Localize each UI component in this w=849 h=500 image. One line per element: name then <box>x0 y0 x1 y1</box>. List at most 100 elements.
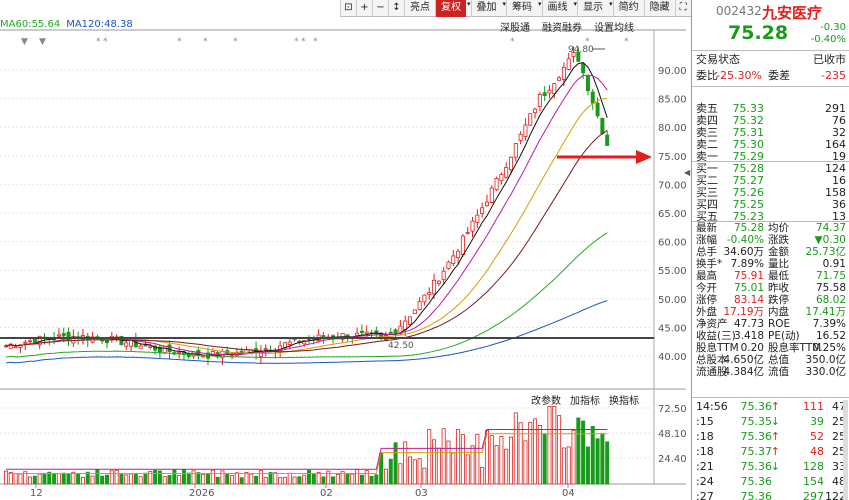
stat-row: 最高 75.91 最低 71.75 <box>692 270 849 282</box>
kline-chart-area[interactable]: 90.00 85.00 80.00 75.00 70.00 65.00 60.00 55.00… <box>0 0 691 500</box>
ask-price: 75.31 <box>732 126 765 139</box>
chart-link-1[interactable]: 融资融券 <box>542 23 582 34</box>
zoom-in-icon[interactable]: + <box>356 0 372 17</box>
bid-price: 75.27 <box>732 174 765 187</box>
tick-count: 33 <box>832 460 846 473</box>
candle-body <box>533 108 538 114</box>
dropdown-icon[interactable]: ▾ <box>609 0 613 8</box>
stat-value: 83.14 <box>733 294 764 306</box>
bid-row: 买一 75.28 124 <box>692 163 849 175</box>
kline-chart[interactable]: 90.00 85.00 80.00 75.00 70.00 65.00 60.00 55.00… <box>0 0 686 500</box>
ask-row: 卖四 75.32 76 <box>692 115 849 127</box>
stat-value: 74.37 <box>815 222 846 234</box>
volume-bar <box>18 473 23 485</box>
candle-body <box>374 330 379 335</box>
volume-bar <box>138 476 143 485</box>
volume-bar <box>350 473 355 485</box>
stock-code: 002432 <box>716 4 762 18</box>
zoom-out-icon[interactable]: − <box>372 0 388 17</box>
toolbar-button-1[interactable]: 叠加 <box>470 0 502 17</box>
price-tick-label: 70.00 <box>658 180 686 191</box>
volume-bar <box>316 472 321 485</box>
volume-link-2[interactable]: 换指标 <box>609 396 639 407</box>
volume-bar <box>566 446 571 485</box>
toolbar-button-2[interactable]: 筹码 <box>506 0 537 17</box>
volume-tick-label: 72.50 <box>658 404 686 415</box>
volume-link-0[interactable]: 改参数 <box>531 396 561 407</box>
candle-body <box>571 51 576 57</box>
dropdown-icon[interactable]: ▾ <box>467 0 471 8</box>
candle-body <box>61 333 66 336</box>
candle-body <box>600 118 605 134</box>
stat-label: 昨收 <box>768 282 789 294</box>
highlight-button[interactable]: 亮点 <box>404 0 435 17</box>
ask-row: 卖二 75.30 164 <box>692 139 849 151</box>
candle-body <box>162 346 167 354</box>
candle-body <box>566 58 571 70</box>
stat-label: 总手 <box>696 246 717 258</box>
volume-bar <box>451 452 456 485</box>
stat-label: 最高 <box>696 270 717 282</box>
ask-volume: 19 <box>832 150 846 163</box>
volume-tick-label: 24.40 <box>658 454 686 465</box>
bid-row: 买二 75.27 16 <box>692 175 849 187</box>
stretch-icon[interactable]: ↕ <box>388 0 404 17</box>
volume-bar <box>157 470 162 485</box>
volume-bar <box>326 470 331 485</box>
dropdown-icon[interactable]: ▾ <box>573 0 578 8</box>
stat-value: 68.02 <box>815 294 846 306</box>
candle-body <box>287 341 292 345</box>
price-tick-label: 80.00 <box>658 123 686 134</box>
stat-row: 总股本 4.650亿 总值 350.0亿 <box>692 354 849 366</box>
volume-bar <box>143 472 148 485</box>
toolbar-button-0[interactable]: 复权 <box>435 0 466 17</box>
tick-row: :27 75.36 297 122 <box>692 490 849 500</box>
stat-label: 最低 <box>768 270 789 282</box>
volume-bar <box>66 473 71 485</box>
volume-bar <box>47 471 52 485</box>
collapse-panel-icon[interactable]: ◀ <box>684 168 691 177</box>
stat-label: 收益(三) <box>696 330 736 342</box>
fullscreen-icon[interactable]: ⛶ <box>674 0 691 17</box>
candle-body <box>513 143 518 158</box>
volume-link-1[interactable]: 加指标 <box>570 396 600 407</box>
stat-label: 股息TTM <box>696 342 739 354</box>
stat-label: 最新 <box>696 222 717 234</box>
current-price: 75.28 <box>728 22 789 44</box>
lock-icon[interactable]: ⊡ <box>340 0 356 17</box>
volume-bar <box>417 458 422 485</box>
tick-scrollbar[interactable] <box>843 400 848 500</box>
tick-volume: 39 <box>810 415 824 428</box>
toolbar-button-4[interactable]: 显示 <box>577 0 608 17</box>
stat-value: 330.0亿 <box>805 366 846 378</box>
volume-bar <box>196 472 201 485</box>
arrow-up-icon: ↑ <box>770 430 780 443</box>
volume-bar <box>37 473 42 485</box>
tick-volume: 297 <box>803 490 824 500</box>
toolbar-button-6[interactable]: 隐藏 <box>643 0 675 17</box>
candle-body <box>494 177 499 191</box>
chart-link-0[interactable]: 深股通 <box>500 23 530 34</box>
stat-label: 量比 <box>768 258 789 270</box>
toolbar-button-5[interactable]: 简约 <box>612 0 644 17</box>
bid-volume: 124 <box>825 162 846 175</box>
dropdown-icon[interactable]: ▾ <box>538 0 542 8</box>
volume-bar <box>23 471 28 485</box>
dropdown-icon[interactable]: ▾ <box>502 0 507 8</box>
tick-row: :24 75.36 154 48 <box>692 475 849 489</box>
candle-body <box>153 345 158 351</box>
candle-body <box>441 270 446 280</box>
candle-body <box>499 174 504 182</box>
volume-bar <box>432 439 437 485</box>
volume-bar <box>4 470 9 485</box>
event-marker: * <box>301 37 306 47</box>
volume-bar <box>374 474 379 485</box>
chart-link-2[interactable]: 设置均线 <box>594 23 634 34</box>
candle-body <box>71 336 76 344</box>
toolbar-button-3[interactable]: 画线 <box>541 0 573 17</box>
volume-bar <box>220 470 225 485</box>
stat-row: 收益(三) 3.418 PE(动) 16.52 <box>692 330 849 342</box>
volume-bar <box>42 472 47 485</box>
volume-bar <box>581 420 586 485</box>
quote-panel: 002432 九安医疗 75.28 -0.30 -0.40% 交易状态 已收市 … <box>691 0 849 500</box>
